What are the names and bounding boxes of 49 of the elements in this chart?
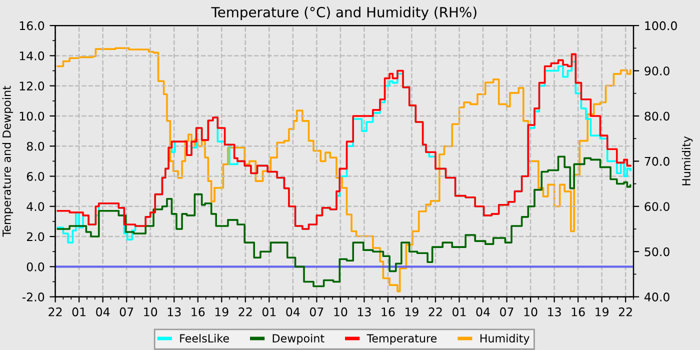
x-tick-label: 22 [48, 307, 62, 316]
x-tick-label: 19 [596, 307, 608, 316]
y2-tick-label: 70.0 [644, 156, 670, 166]
y2-axis-title: Humidity [682, 136, 693, 186]
legend-label: Temperature [366, 334, 437, 345]
x-tick-label: 13 [358, 307, 371, 316]
y-tick-label: 14.0 [20, 51, 44, 60]
y-tick-label: 10.0 [20, 112, 44, 121]
x-tick-label: 22 [428, 307, 442, 316]
x-tick-label: 13 [168, 307, 181, 316]
x-tick-label: 07 [120, 307, 134, 316]
legend-label: Humidity [480, 334, 530, 345]
legend-label: FeelsLike [180, 334, 229, 343]
y2-tick-label: 100.0 [645, 21, 677, 30]
x-tick-label: 07 [500, 307, 514, 316]
x-tick-label: 13 [548, 307, 561, 316]
y-tick-label: 8.0 [26, 142, 44, 151]
y2-tick-label: 50.0 [644, 247, 670, 256]
x-tick-label: 19 [215, 307, 228, 316]
x-tick-label: 01 [452, 307, 466, 316]
y-tick-label: -2.0 [22, 292, 44, 302]
x-tick-label: 10 [144, 307, 158, 316]
y-tick-label: 6.0 [26, 172, 44, 181]
y2-tick-label: 80.0 [644, 112, 670, 121]
x-tick-label: 22 [238, 307, 252, 316]
x-tick-label: 01 [262, 307, 276, 316]
x-tick-label: 07 [310, 307, 324, 316]
x-tick-label: 19 [406, 307, 418, 316]
y-tick-label: 0.0 [26, 262, 44, 272]
chart-title: Temperature (°C) and Humidity (RH%) [211, 6, 476, 20]
y2-tick-label: 40.0 [644, 292, 670, 302]
y2-tick-label: 90.0 [644, 66, 670, 76]
y-tick-label: 12.0 [20, 82, 44, 90]
y-tick-label: 16.0 [20, 21, 44, 30]
y-tick-label: 2.0 [26, 232, 44, 242]
x-tick-label: 16 [382, 307, 395, 316]
x-tick-label: 04 [96, 307, 110, 316]
x-tick-label: 10 [334, 307, 348, 316]
y-axis-title: Temperature and Dewpoint [2, 86, 14, 237]
x-tick-label: 01 [72, 307, 86, 316]
y2-tick-label: 60.0 [644, 202, 670, 212]
x-tick-label: 16 [192, 307, 205, 316]
x-tick-label: 16 [572, 307, 585, 316]
y-tick-label: 4.0 [26, 202, 44, 212]
x-tick-label: 04 [286, 307, 300, 316]
legend-label: Dewpoint [272, 334, 324, 345]
x-tick-label: 22 [618, 307, 632, 316]
x-tick-label: 04 [476, 307, 490, 316]
x-tick-label: 10 [524, 307, 538, 316]
